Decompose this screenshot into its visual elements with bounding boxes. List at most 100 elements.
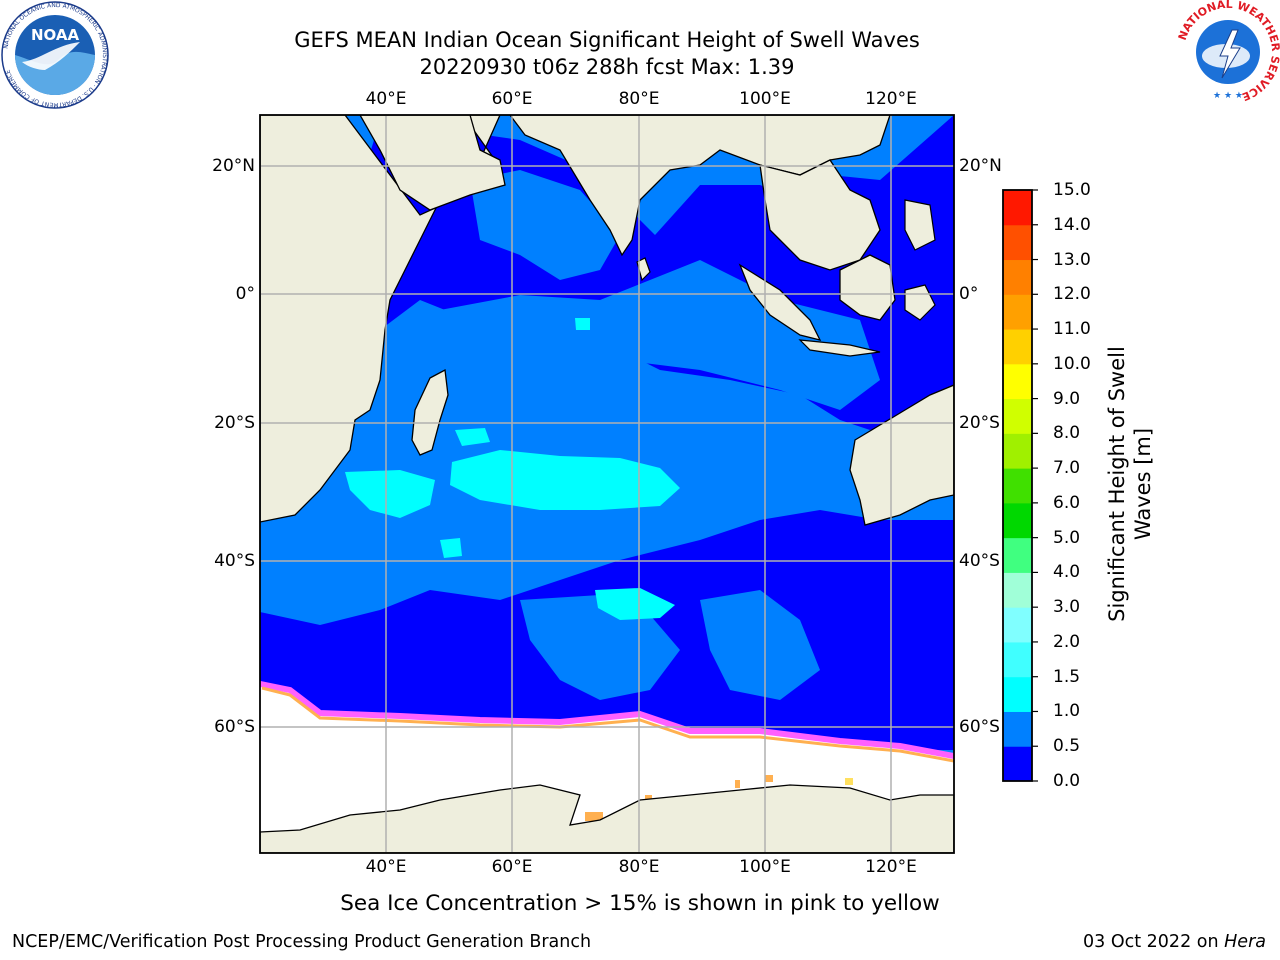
colorbar-block — [1003, 468, 1032, 504]
colorbar-block — [1003, 676, 1032, 712]
high-swell-region-3 — [455, 428, 490, 446]
colorbar-block — [1003, 433, 1032, 469]
svg-text:★ ★ ★: ★ ★ ★ — [1213, 91, 1243, 101]
colorbar-tick-label: 0.0 — [1053, 771, 1081, 791]
colorbar-tick-label: 9.0 — [1053, 388, 1081, 409]
colorbar — [1002, 189, 1038, 782]
map-title: GEFS MEAN Indian Ocean Significant Heigh… — [294, 28, 920, 52]
colorbar-tick-label: 7.0 — [1053, 458, 1081, 479]
tick-bottom-40e: 40°E — [365, 857, 407, 877]
land-antarctica — [260, 784, 954, 853]
tick-left-40s: 40°S — [214, 551, 255, 571]
tick-right-20n: 20°N — [959, 156, 1002, 176]
colorbar-ticks — [1032, 189, 1038, 782]
sea-ice-edge-orange — [261, 686, 954, 763]
high-swell-region-4 — [595, 588, 675, 620]
colorbar-tick-label: 2.0 — [1053, 631, 1081, 652]
tick-left-20s: 20°S — [214, 413, 255, 433]
tick-top-120e: 120°E — [865, 89, 917, 109]
tick-left-0: 0° — [235, 284, 255, 304]
high-swell-region-6 — [575, 318, 590, 330]
tick-bottom-100e: 100°E — [739, 857, 791, 877]
colorbar-tick-label: 8.0 — [1053, 423, 1081, 444]
tick-top-80e: 80°E — [618, 89, 660, 109]
footer-date-text: 03 Oct 2022 on — [1083, 932, 1225, 952]
colorbar-block — [1003, 572, 1032, 608]
colorbar-block — [1003, 607, 1032, 643]
colorbar-block — [1003, 537, 1032, 573]
tick-right-20s: 20°S — [959, 413, 1000, 433]
colorbar-tick-label: 6.0 — [1053, 492, 1081, 513]
sea-ice-edge-pink — [260, 681, 954, 759]
land-sri-lanka — [636, 257, 651, 282]
colorbar-tick-label: 0.5 — [1053, 736, 1081, 757]
colorbar-block — [1003, 224, 1032, 261]
footer-machine: Hera — [1224, 932, 1266, 952]
svg-text:NOAA: NOAA — [31, 26, 80, 44]
noaa-logo: NATIONAL OCEANIC AND ATMOSPHERIC ADMINIS… — [1, 1, 109, 109]
colorbar-block — [1003, 711, 1032, 747]
tick-top-100e: 100°E — [739, 89, 791, 109]
colorbar-tick-label: 1.0 — [1053, 701, 1081, 722]
land-australia — [849, 384, 954, 526]
mid-swell-patch-southeast — [700, 590, 820, 700]
high-swell-region-1 — [450, 450, 680, 510]
colorbar-frame — [1002, 189, 1033, 782]
colorbar-tick-label: 12.0 — [1053, 284, 1091, 305]
map-frame — [259, 114, 955, 854]
colorbar-label-line1: Significant Height of Swell — [1105, 346, 1129, 622]
colorbar-block — [1003, 398, 1032, 434]
low-swell-region-north-patch — [470, 170, 620, 280]
tick-top-60e: 60°E — [491, 89, 533, 109]
tick-bottom-60e: 60°E — [491, 857, 533, 877]
colorbar-block — [1003, 190, 1032, 226]
colorbar-tick-label: 10.0 — [1053, 353, 1091, 374]
colorbar-block — [1003, 641, 1032, 678]
tick-bottom-80e: 80°E — [618, 857, 660, 877]
land-india — [509, 115, 891, 257]
colorbar-axis-label: Significant Height of Swell Waves [m] — [1104, 274, 1156, 694]
tick-right-60s: 60°S — [959, 717, 1000, 737]
colorbar-label-line2: Waves [m] — [1131, 427, 1155, 541]
colorbar-block — [1003, 502, 1032, 539]
land-madagascar — [411, 368, 449, 456]
colorbar-block — [1003, 294, 1032, 330]
colorbar-tick-label: 1.5 — [1053, 666, 1081, 687]
ice-floe-3 — [765, 775, 773, 782]
tick-top-40e: 40°E — [365, 89, 407, 109]
colorbar-block — [1003, 363, 1032, 400]
colorbar-blocks — [1003, 190, 1032, 782]
tick-right-40s: 40°S — [959, 551, 1000, 571]
sea-ice-caption: Sea Ice Concentration > 15% is shown in … — [340, 891, 940, 916]
land-philippines — [904, 199, 936, 251]
ice-floe-4 — [845, 778, 853, 785]
colorbar-tick-label: 14.0 — [1053, 214, 1091, 235]
tick-left-60s: 60°S — [214, 717, 255, 737]
high-swell-region-2 — [345, 470, 435, 518]
tick-bottom-120e: 120°E — [865, 857, 917, 877]
tick-left-20n: 20°N — [212, 156, 255, 176]
colorbar-tick-label: 5.0 — [1053, 527, 1081, 548]
colorbar-block — [1003, 259, 1032, 295]
gridlines — [260, 115, 954, 853]
colorbar-tick-label: 3.0 — [1053, 597, 1081, 618]
ice-floe-6 — [585, 812, 603, 821]
mid-swell-patch-south — [520, 595, 680, 700]
nws-logo: NATIONAL WEATHER SERVICE ★ ★ ★ — [1176, 0, 1280, 103]
colorbar-block — [1003, 329, 1032, 365]
colorbar-tick-label: 15.0 — [1053, 180, 1091, 200]
tick-right-0: 0° — [959, 284, 979, 304]
land-arabia — [359, 115, 506, 211]
footer-date: 03 Oct 2022 on Hera — [1083, 932, 1266, 952]
ice-floe-5 — [735, 780, 740, 788]
colorbar-tick-label: 4.0 — [1053, 562, 1081, 583]
land-borneo — [839, 254, 896, 321]
high-swell-region-5 — [440, 538, 462, 558]
land-java — [798, 339, 881, 357]
footer-credit: NCEP/EMC/Verification Post Processing Pr… — [12, 932, 592, 952]
colorbar-block — [1003, 746, 1032, 782]
colorbar-tick-label: 13.0 — [1053, 249, 1091, 270]
colorbar-tick-label: 11.0 — [1053, 319, 1091, 340]
map-subtitle: 20220930 t06z 288h fcst Max: 1.39 — [419, 55, 795, 79]
